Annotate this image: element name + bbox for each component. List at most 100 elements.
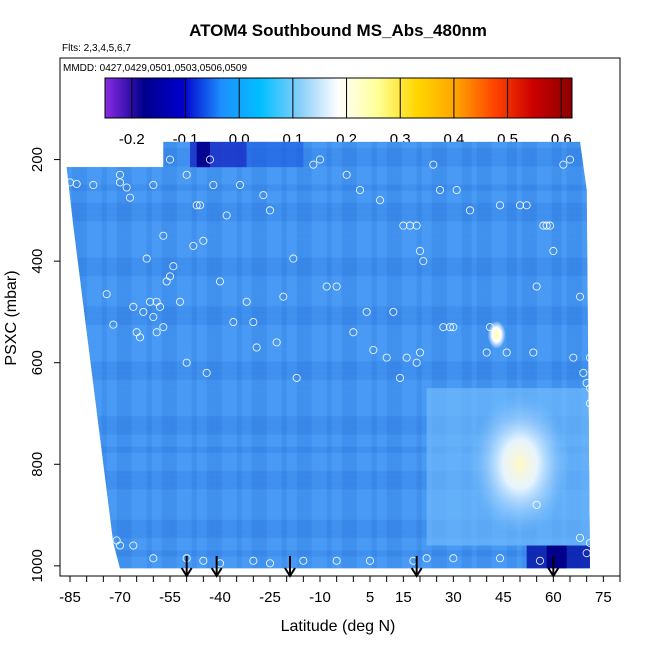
- heatmap-band: [66, 355, 590, 362]
- sample-point: [419, 257, 428, 266]
- sample-point: [182, 358, 191, 367]
- heatmap-stripe: [521, 141, 528, 569]
- heatmap-stripe: [96, 141, 103, 569]
- sample-point: [195, 201, 205, 210]
- heatmap-stripe: [301, 141, 308, 569]
- sample-point: [135, 333, 145, 342]
- heatmap-band: [66, 544, 590, 551]
- heatmap-stripe: [451, 141, 458, 569]
- sample-point: [265, 559, 275, 568]
- sample-point: [369, 345, 378, 355]
- x-tick-label: 45: [495, 589, 512, 606]
- heatmap-stripe: [361, 141, 368, 569]
- heatmap-stripe: [551, 141, 558, 569]
- heatmap-stripe: [461, 141, 468, 569]
- heatmap-dark-core: [196, 141, 210, 168]
- sample-point: [465, 206, 475, 215]
- heatmap-band: [66, 361, 590, 368]
- sample-point: [289, 254, 298, 263]
- heatmap-stripe: [421, 141, 428, 569]
- heatmap-band: [66, 440, 590, 447]
- heatmap-band: [66, 221, 590, 228]
- sample-point: [309, 160, 318, 169]
- heatmap-band: [66, 202, 590, 210]
- heatmap-band: [66, 379, 590, 387]
- sample-point: [322, 282, 331, 291]
- heatmap-stripe: [326, 141, 333, 569]
- heatmap-band: [66, 409, 590, 417]
- sample-point: [122, 183, 131, 192]
- heatmap-band: [66, 318, 590, 326]
- sample-point: [402, 353, 411, 362]
- sample-point: [142, 254, 151, 263]
- sample-point: [585, 384, 595, 393]
- heatmap-stripe: [101, 141, 108, 569]
- x-axis: -85 -70 -55 -40 -25 -10 5 15 30 45 60 75: [59, 576, 621, 606]
- heatmap-band: [66, 178, 590, 185]
- heatmap-stripe: [221, 141, 228, 569]
- heatmap-band: [66, 507, 590, 515]
- heatmap-stripe: [546, 141, 553, 569]
- sample-point: [182, 170, 191, 179]
- heatmap-stripe: [516, 141, 523, 569]
- heatmap-band: [66, 342, 590, 350]
- heatmap-stripe: [531, 141, 538, 569]
- heatmap-stripe: [291, 141, 298, 569]
- heatmap-band: [66, 269, 590, 277]
- heatmap-stripe: [376, 141, 383, 569]
- heatmap-stripe: [456, 141, 463, 569]
- heatmap-band: [66, 452, 590, 460]
- heatmap-stripe: [286, 141, 293, 569]
- sample-point: [415, 246, 425, 256]
- sample-point: [502, 348, 511, 357]
- sample-point: [485, 323, 495, 332]
- heatmap-stripe: [316, 141, 323, 569]
- heatmap-band: [66, 385, 590, 393]
- heatmap-stripe: [146, 141, 153, 569]
- heatmap-band: [66, 227, 590, 234]
- heatmap-stripe: [276, 141, 283, 569]
- sample-point: [492, 333, 501, 342]
- sample-point: [152, 328, 161, 337]
- sample-point: [429, 160, 438, 169]
- sample-point: [575, 292, 585, 301]
- x-tick-label: 15: [395, 589, 412, 606]
- sample-point: [115, 178, 125, 187]
- heatmap-stripe: [226, 141, 233, 569]
- sample-point: [89, 180, 98, 190]
- y-tick-label: 1000: [29, 549, 46, 582]
- heatmap-stripe: [436, 141, 443, 569]
- heatmap-stripe: [176, 141, 183, 569]
- sample-point: [452, 185, 461, 195]
- sample-point: [292, 373, 301, 382]
- heatmap-stripe: [416, 141, 423, 569]
- sample-point: [545, 221, 555, 230]
- heatmap-band: [66, 483, 590, 490]
- heatmap-band: [66, 550, 590, 557]
- heatmap-stripe: [331, 141, 338, 569]
- heatmap-band: [66, 537, 590, 545]
- flights-subtitle: Flts: 2,3,4,5,6,7: [62, 43, 131, 54]
- sample-point: [532, 500, 541, 509]
- sample-point: [482, 348, 491, 357]
- heatmap-band: [66, 184, 590, 192]
- heatmap-stripe: [156, 141, 163, 569]
- heatmap-stripe: [466, 141, 473, 569]
- y-axis: 200 400 600 800 1000: [29, 147, 60, 583]
- heatmap-band: [66, 373, 590, 380]
- dates-annotation: MMDD: 0427,0429,0501,0503,0506,0509: [63, 63, 247, 74]
- sample-point: [192, 201, 201, 210]
- sample-point: [149, 312, 158, 322]
- sample-point: [439, 323, 448, 332]
- sample-point: [399, 221, 408, 230]
- y-tick-label: 600: [29, 350, 46, 375]
- sample-point: [159, 323, 168, 332]
- heatmap-stripe: [511, 141, 518, 569]
- sample-point: [342, 170, 351, 179]
- heatmap-band: [66, 160, 590, 167]
- sample-point: [199, 556, 208, 565]
- sample-point: [205, 155, 215, 164]
- heatmap-band: [66, 495, 590, 502]
- sample-point: [129, 541, 138, 550]
